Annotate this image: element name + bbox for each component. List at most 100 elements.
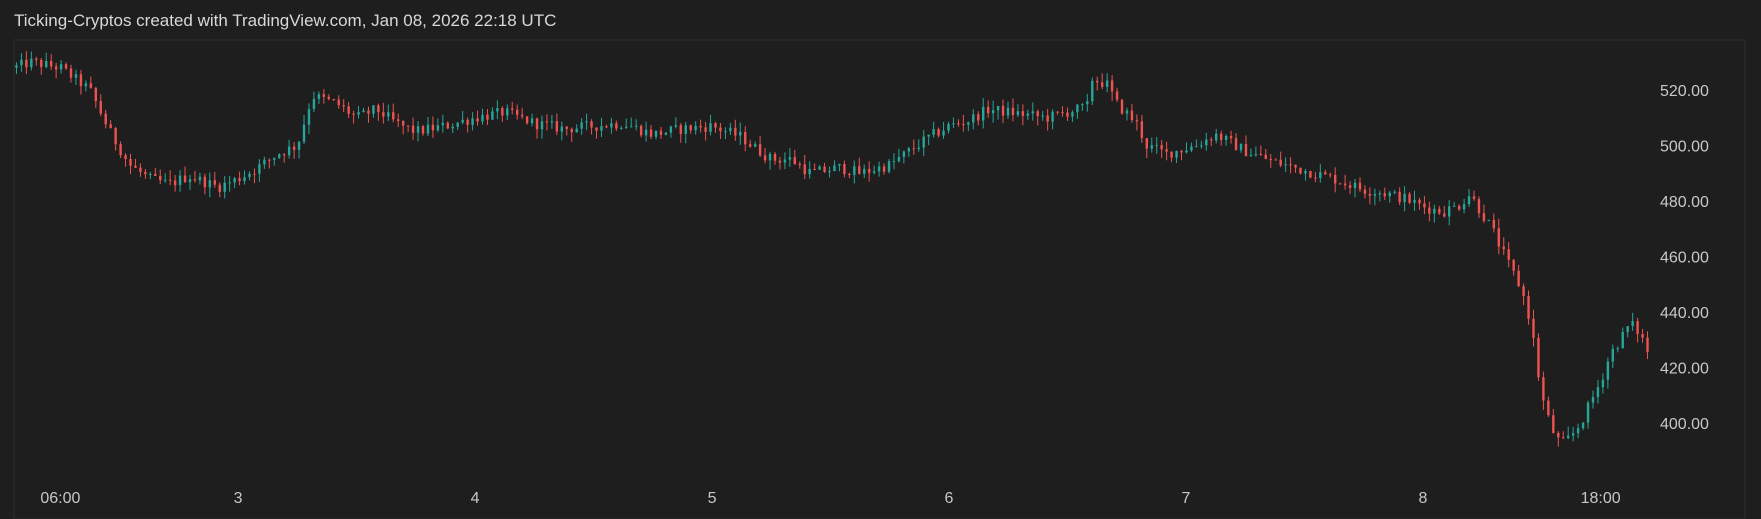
candle-body bbox=[887, 161, 891, 172]
candle-body bbox=[59, 64, 63, 70]
candle-body bbox=[530, 118, 534, 124]
candle-body bbox=[342, 105, 345, 107]
candle-body bbox=[1066, 112, 1069, 117]
candle-body bbox=[1606, 361, 1610, 380]
candle-body bbox=[45, 60, 48, 68]
y-tick-label: 440.00 bbox=[1660, 305, 1709, 322]
candle-body bbox=[788, 157, 792, 160]
candle-body bbox=[263, 159, 266, 165]
candle-body bbox=[1279, 159, 1282, 166]
candle-body bbox=[877, 166, 881, 172]
candle-body bbox=[1388, 192, 1391, 197]
candle-body bbox=[560, 126, 564, 132]
candle-body bbox=[1418, 199, 1421, 204]
candle-body bbox=[892, 161, 896, 163]
candle-body bbox=[456, 122, 459, 127]
candle-body bbox=[664, 132, 668, 135]
candle-body bbox=[1299, 167, 1302, 174]
candle-body bbox=[307, 109, 311, 125]
candle-body bbox=[872, 171, 876, 173]
candle-body bbox=[1269, 159, 1272, 161]
candle-body bbox=[605, 126, 608, 128]
candle-body bbox=[154, 173, 157, 176]
candle-body bbox=[932, 129, 935, 135]
candle-body bbox=[644, 129, 648, 136]
candle-body bbox=[1294, 164, 1297, 168]
candle-body bbox=[1562, 437, 1565, 439]
y-tick-label: 480.00 bbox=[1660, 194, 1709, 211]
candle-body bbox=[64, 64, 68, 69]
candle-body bbox=[1542, 377, 1545, 401]
candle-body bbox=[1428, 207, 1431, 214]
candle-body bbox=[1616, 348, 1619, 350]
candle-body bbox=[1026, 113, 1030, 116]
candle-body bbox=[119, 144, 122, 156]
candle-body bbox=[511, 108, 514, 110]
candle-body bbox=[431, 124, 435, 131]
candle-body bbox=[595, 127, 598, 131]
candle-body bbox=[639, 125, 643, 136]
candle-body bbox=[99, 101, 102, 114]
candle-body bbox=[1096, 80, 1099, 83]
candle-body bbox=[69, 68, 73, 78]
candle-body bbox=[1462, 204, 1466, 210]
candle-body bbox=[124, 155, 127, 160]
candle-body bbox=[506, 108, 509, 116]
candle-body bbox=[515, 109, 519, 115]
candle-body bbox=[74, 74, 78, 78]
candle-body bbox=[1329, 174, 1332, 176]
candle-body bbox=[1324, 172, 1327, 175]
candle-body bbox=[1244, 143, 1248, 157]
candle-body bbox=[476, 118, 479, 122]
candle-body bbox=[1249, 155, 1253, 157]
candle-body bbox=[1586, 402, 1590, 423]
candle-body bbox=[570, 128, 573, 133]
candle-body bbox=[1343, 183, 1347, 186]
y-tick-label: 520.00 bbox=[1660, 83, 1709, 100]
candle-body bbox=[1507, 249, 1510, 260]
candle-body bbox=[634, 125, 638, 127]
candle-body bbox=[1641, 334, 1644, 338]
candle-body bbox=[30, 58, 33, 68]
candle-body bbox=[1472, 196, 1476, 200]
candle-body bbox=[258, 164, 261, 174]
candle-body bbox=[139, 167, 142, 172]
candle-body bbox=[858, 166, 861, 174]
candle-body bbox=[535, 118, 539, 130]
candle-body bbox=[1076, 104, 1079, 113]
candle-body bbox=[734, 127, 737, 136]
candle-body bbox=[243, 177, 246, 182]
candle-body bbox=[1413, 199, 1416, 203]
candle-body bbox=[322, 94, 326, 97]
candles-group bbox=[15, 51, 1649, 447]
candle-body bbox=[1195, 146, 1198, 148]
candle-body bbox=[1016, 111, 1020, 116]
candle-body bbox=[347, 106, 350, 114]
candle-body bbox=[15, 65, 18, 68]
candle-body bbox=[1011, 107, 1015, 116]
candle-body bbox=[1522, 286, 1525, 296]
candle-body bbox=[1185, 150, 1188, 153]
candle-body bbox=[555, 121, 559, 132]
candle-body bbox=[704, 127, 707, 132]
candle-body bbox=[1338, 183, 1342, 185]
candle-body bbox=[977, 114, 980, 121]
candle-body bbox=[1091, 80, 1094, 102]
y-tick-label: 400.00 bbox=[1660, 416, 1709, 433]
candle-body bbox=[1552, 415, 1555, 434]
candle-body bbox=[1621, 332, 1624, 349]
candle-body bbox=[416, 126, 420, 133]
candle-body bbox=[773, 153, 777, 161]
candle-body bbox=[287, 146, 291, 156]
candle-body bbox=[1175, 150, 1178, 158]
candle-body bbox=[1155, 145, 1158, 147]
candle-body bbox=[49, 60, 53, 67]
candle-body bbox=[793, 157, 797, 164]
candle-body bbox=[1170, 151, 1173, 158]
candle-body bbox=[863, 168, 866, 174]
candle-body bbox=[248, 173, 251, 178]
candle-body bbox=[937, 129, 940, 136]
candle-body bbox=[1150, 145, 1153, 149]
candle-body bbox=[1071, 112, 1074, 117]
